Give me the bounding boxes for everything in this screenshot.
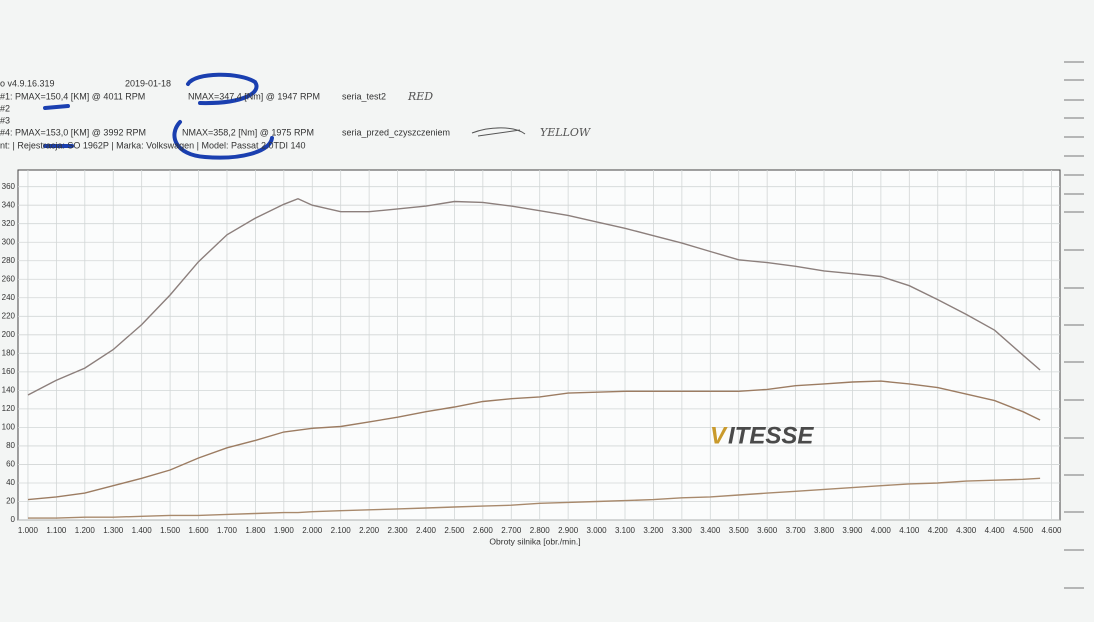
header-text: #3 (0, 115, 10, 125)
x-tick-label: 3.700 (786, 526, 807, 535)
header-text: seria_test2 (342, 91, 386, 101)
y-tick-label: 20 (6, 497, 15, 506)
x-tick-label: 2.600 (473, 526, 494, 535)
y-tick-label: 280 (2, 256, 16, 265)
x-tick-label: 4.100 (899, 526, 920, 535)
header-text: NMAX=358,2 [Nm] @ 1975 RPM (182, 127, 314, 137)
x-axis-label: Obroty silnika [obr./min.] (489, 536, 580, 546)
series-line (27, 197, 1041, 396)
x-tick-label: 1.000 (18, 526, 39, 535)
x-tick-label: 3.100 (615, 526, 636, 535)
y-tick-label: 40 (6, 478, 15, 487)
x-tick-label: 3.600 (757, 526, 778, 535)
x-tick-label: 3.300 (672, 526, 693, 535)
plot-area (17, 169, 1061, 521)
x-tick-label: 4.300 (956, 526, 977, 535)
x-tick-label: 1.100 (46, 526, 67, 535)
x-tick-label: 3.000 (587, 526, 608, 535)
strike-scribble (471, 127, 526, 137)
y-tick-label: 60 (6, 460, 15, 469)
x-tick-label: 3.800 (814, 526, 835, 535)
series-line (28, 477, 1041, 519)
x-tick-label: 1.500 (160, 526, 181, 535)
x-tick-label: 3.400 (700, 526, 721, 535)
x-tick-label: 2.500 (444, 526, 465, 535)
ruler-marks (1064, 61, 1084, 589)
y-tick-label: 120 (2, 404, 16, 413)
x-tick-label: 2.000 (302, 526, 323, 535)
x-tick-label: 1.400 (132, 526, 153, 535)
y-tick-label: 340 (2, 200, 16, 209)
y-tick-label: 260 (2, 274, 16, 283)
header-text: seria_przed_czyszczeniem (342, 127, 450, 137)
x-tick-label: 4.400 (985, 526, 1006, 535)
x-tick-label: 4.600 (1041, 526, 1062, 535)
x-tick-label: 1.200 (75, 526, 96, 535)
x-tick-label: 3.200 (643, 526, 664, 535)
header-text: #1: PMAX=150,4 [KM] @ 4011 RPM (0, 91, 145, 101)
x-tick-label: 2.800 (530, 526, 551, 535)
x-tick-label: 1.800 (245, 526, 266, 535)
marker-scribbles (43, 72, 274, 160)
header-text: #2 (0, 103, 10, 113)
header-text: 2019-01-18 (125, 78, 171, 88)
x-tick-label: 2.400 (416, 526, 437, 535)
x-tick-label: 2.700 (501, 526, 522, 535)
y-tick-label: 360 (2, 182, 16, 191)
y-tick-label: 0 (11, 515, 16, 524)
y-tick-label: 100 (2, 423, 16, 432)
x-tick-label: 2.100 (331, 526, 352, 535)
y-tick-label: 160 (2, 367, 16, 376)
y-tick-label: 180 (2, 348, 16, 357)
series-line (27, 380, 1041, 501)
header-text: NMAX=347,4 [Nm] @ 1947 RPM (188, 91, 320, 101)
header-text: nt: | Rejestracja: SO 1962P | Marka: Vol… (0, 140, 306, 150)
header-text: #4: PMAX=153,0 [KM] @ 3992 RPM (0, 127, 146, 137)
header-text: o v4.9.16.319 (0, 78, 55, 88)
x-tick-label: 1.700 (217, 526, 238, 535)
x-tick-label: 3.900 (842, 526, 863, 535)
watermark-v: V (710, 422, 728, 449)
watermark-rest: ITESSE (728, 422, 814, 449)
handwritten-note: YELLOW (540, 126, 592, 139)
x-tick-label: 4.200 (928, 526, 949, 535)
header: o v4.9.16.319 2019-01-18 #1: PMAX=150,4 [K… (0, 78, 592, 150)
x-tick-label: 2.300 (388, 526, 409, 535)
y-tick-label: 300 (2, 237, 16, 246)
y-tick-label: 220 (2, 311, 16, 320)
y-tick-label: 320 (2, 219, 16, 228)
y-tick-label: 80 (6, 441, 15, 450)
y-tick-label: 240 (2, 293, 16, 302)
handwritten-note: RED (407, 90, 433, 103)
x-tick-label: 4.500 (1013, 526, 1034, 535)
x-tick-label: 1.900 (274, 526, 295, 535)
x-tick-label: 3.500 (729, 526, 750, 535)
x-tick-label: 2.200 (359, 526, 380, 535)
x-tick-label: 1.300 (103, 526, 124, 535)
x-tick-label: 2.900 (558, 526, 579, 535)
x-tick-label: 1.600 (189, 526, 210, 535)
x-tick-label: 4.000 (871, 526, 892, 535)
y-tick-label: 200 (2, 330, 16, 339)
y-tick-label: 140 (2, 385, 16, 394)
